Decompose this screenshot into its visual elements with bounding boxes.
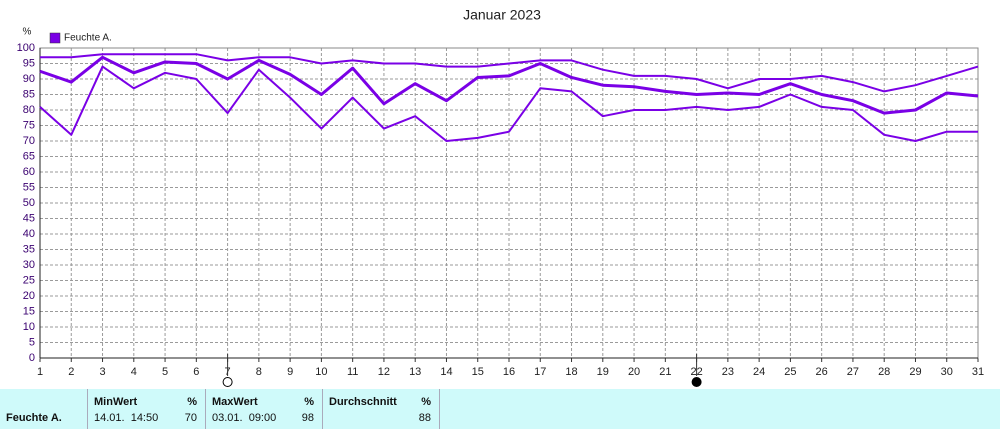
y-tick-label: 75 bbox=[23, 119, 35, 131]
x-tick-label: 27 bbox=[847, 366, 859, 378]
y-tick-label: 0 bbox=[29, 352, 35, 364]
column-header: MinWert bbox=[94, 396, 138, 408]
column-value: 98 bbox=[301, 412, 314, 424]
y-tick-label: 30 bbox=[23, 259, 35, 271]
line-high bbox=[40, 53, 979, 93]
column-unit: % bbox=[187, 396, 197, 408]
y-unit: % bbox=[23, 27, 32, 38]
x-tick-label: 14 bbox=[440, 366, 452, 378]
x-tick-label: 17 bbox=[534, 366, 546, 378]
x-tick-label: 20 bbox=[628, 366, 640, 378]
column-header: Durchschnitt bbox=[329, 396, 397, 408]
row-label-cell: Feuchte A. bbox=[0, 389, 88, 429]
y-tick-label: 50 bbox=[23, 197, 35, 209]
x-tick-label: 8 bbox=[256, 366, 262, 378]
column-unit: % bbox=[304, 396, 314, 408]
table-cell: MaxWert% 03.01. 09:00 98 bbox=[206, 389, 323, 429]
y-tick-label: 25 bbox=[23, 274, 35, 286]
x-tick-label: 4 bbox=[131, 366, 137, 378]
x-tick-label: 1 bbox=[37, 366, 43, 378]
x-tick-label: 3 bbox=[99, 366, 105, 378]
y-tick-label: 60 bbox=[23, 166, 35, 178]
line-values bbox=[39, 55, 979, 115]
y-tick-label: 20 bbox=[23, 290, 35, 302]
chart-title: Januar 2023 bbox=[463, 7, 541, 23]
legend-label: Feuchte A. bbox=[64, 33, 112, 44]
y-tick-label: 80 bbox=[23, 104, 35, 116]
x-tick-label: 9 bbox=[287, 366, 293, 378]
y-tick-label: 45 bbox=[23, 212, 35, 224]
x-tick-label: 29 bbox=[909, 366, 921, 378]
x-tick-label: 30 bbox=[941, 366, 953, 378]
x-tick-label: 25 bbox=[784, 366, 796, 378]
y-tick-label: 40 bbox=[23, 228, 35, 240]
summary-table: Feuchte A. MinWert% 14.01. 14:50 70 MaxWert… bbox=[0, 389, 1000, 429]
x-tick-label: 11 bbox=[347, 366, 358, 378]
legend-swatch bbox=[49, 32, 61, 44]
y-tick-label: 90 bbox=[23, 73, 35, 85]
moon-phase bbox=[222, 377, 233, 387]
x-tick-label: 6 bbox=[193, 366, 199, 378]
x-tick-label: 13 bbox=[409, 366, 421, 378]
chart: Januar 2023 % 05101520253035404550556065… bbox=[17, 7, 984, 387]
table-cell: MinWert% 14.01. 14:50 70 bbox=[88, 389, 206, 429]
table-cell: Durchschnitt% 88 bbox=[323, 389, 440, 429]
column-time: 14.01. 14:50 bbox=[94, 412, 159, 424]
x-tick-label: 18 bbox=[565, 366, 577, 378]
y-tick-label: 65 bbox=[23, 150, 35, 162]
x-tick-label: 31 bbox=[972, 366, 984, 378]
x-tick-label: 19 bbox=[597, 366, 609, 378]
line-low bbox=[39, 65, 978, 142]
x-tick-label: 5 bbox=[162, 366, 168, 378]
column-value: 88 bbox=[418, 412, 431, 424]
x-tick-label: 15 bbox=[472, 366, 484, 378]
y-tick-label: 100 bbox=[17, 42, 35, 54]
column-header: MaxWert bbox=[212, 396, 258, 408]
column-value: 70 bbox=[184, 412, 197, 424]
y-tick-label: 35 bbox=[23, 243, 35, 255]
column-unit: % bbox=[421, 396, 431, 408]
x-tick-label: 28 bbox=[878, 366, 890, 378]
column-time: 03.01. 09:00 bbox=[212, 412, 277, 424]
y-tick-label: 10 bbox=[23, 321, 35, 333]
x-tick-label: 26 bbox=[816, 366, 828, 378]
moon-phase bbox=[691, 377, 702, 387]
y-tick-label: 5 bbox=[29, 336, 35, 348]
y-tick-label: 70 bbox=[23, 135, 35, 147]
x-tick-label: 16 bbox=[503, 366, 515, 378]
x-tick-label: 10 bbox=[315, 366, 327, 378]
y-tick-label: 85 bbox=[23, 88, 35, 100]
y-tick-label: 15 bbox=[23, 305, 35, 317]
x-tick-label: 2 bbox=[68, 366, 74, 378]
x-tick-label: 21 bbox=[659, 366, 671, 378]
x-tick-label: 12 bbox=[378, 366, 390, 378]
row-label: Feuchte A. bbox=[6, 412, 62, 424]
x-tick-label: 24 bbox=[753, 366, 765, 378]
y-tick-label: 95 bbox=[23, 57, 35, 69]
y-tick-label: 55 bbox=[23, 181, 35, 193]
x-tick-label: 23 bbox=[722, 366, 734, 378]
